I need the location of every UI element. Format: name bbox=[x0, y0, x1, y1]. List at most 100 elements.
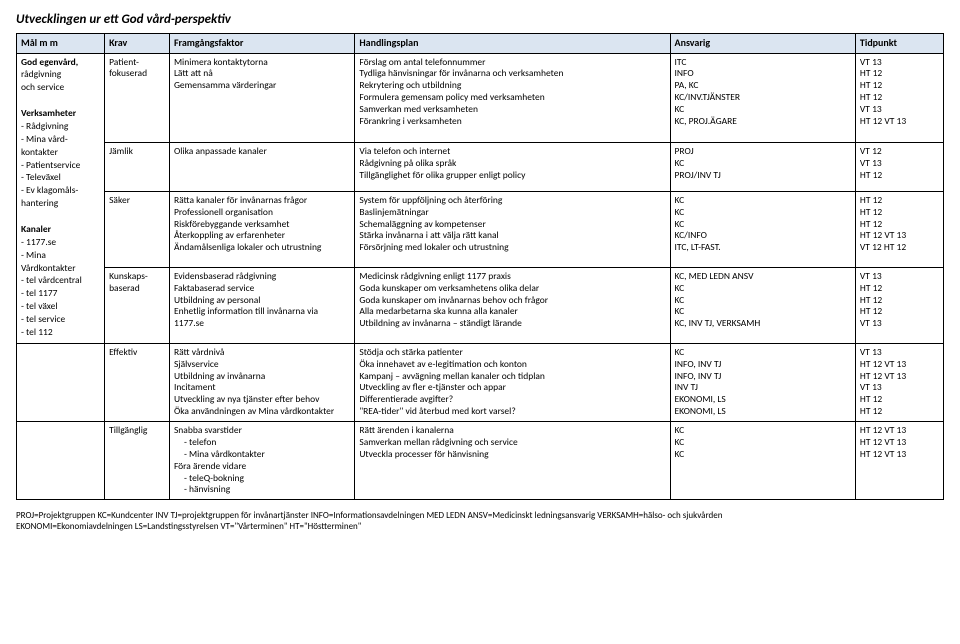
table-row: Kunskaps-baseradEvidensbaserad rådgivnin… bbox=[17, 267, 944, 343]
mal-line: - tel 1177 bbox=[21, 288, 100, 300]
plan-cell: VT 13HT 12 VT 13HT 12 VT 13VT 13HT 12HT … bbox=[855, 343, 943, 421]
plan-line: KC bbox=[675, 283, 851, 295]
plan-line: Försörjning med lokaler och utrustning bbox=[359, 242, 665, 254]
plan-line: HT 12 VT 13 bbox=[860, 437, 939, 449]
fram-cell: Rätt vårdnivåSjälvserviceUtbildning av i… bbox=[169, 343, 354, 421]
table-row: TillgängligSnabba svarstider- telefon- M… bbox=[17, 422, 944, 500]
mal-line: - tel 112 bbox=[21, 327, 100, 339]
mal-line: kontakter bbox=[21, 147, 100, 159]
plan-line: HT 12 bbox=[860, 170, 939, 182]
plan-line: HT 12 bbox=[860, 406, 939, 418]
plan-line: KC, INV TJ, VERKSAMH bbox=[675, 318, 851, 330]
plan-line: Baslinjemätningar bbox=[359, 207, 665, 219]
plan-cell: VT 13HT 12HT 12HT 12VT 13HT 12 VT 13 bbox=[855, 53, 943, 143]
plan-line: HT 12 bbox=[860, 283, 939, 295]
krav-cell: Tillgänglig bbox=[105, 422, 170, 500]
plan-cell: VT 13HT 12HT 12HT 12VT 13 bbox=[855, 267, 943, 343]
plan-line: Förankring i verksamheten bbox=[359, 116, 665, 128]
mal-line: Kanaler bbox=[21, 224, 100, 236]
plan-cell: Medicinsk rådgivning enligt 1177 praxisG… bbox=[355, 267, 670, 343]
table-row: EffektivRätt vårdnivåSjälvserviceUtbildn… bbox=[17, 343, 944, 421]
plan-line: Goda kunskaper om verksamhetens olika de… bbox=[359, 283, 665, 295]
table-row: God egenvård,rådgivningoch service Verks… bbox=[17, 53, 944, 143]
table-row: SäkerRätta kanaler för invånarnas frågor… bbox=[17, 191, 944, 267]
mal-line: rådgivning bbox=[21, 69, 100, 81]
footnote: PROJ=Projektgruppen KC=Kundcenter INV TJ… bbox=[16, 510, 944, 532]
plan-cell: KCKCKCKC/INFOITC, LT-FAST. bbox=[670, 191, 855, 267]
plan-line: KC, MED LEDN ANSV bbox=[675, 271, 851, 283]
plan-cell: HT 12 VT 13HT 12 VT 13HT 12 VT 13 bbox=[855, 422, 943, 500]
plan-line: VT 13 bbox=[860, 271, 939, 283]
mal-line: - 1177.se bbox=[21, 237, 100, 249]
plan-line: KC bbox=[675, 207, 851, 219]
mal-line: - Televäxel bbox=[21, 172, 100, 184]
plan-line: KC/INV.TJÄNSTER bbox=[675, 92, 851, 104]
mal-cell: God egenvård,rådgivningoch service Verks… bbox=[17, 53, 105, 343]
mal-line: Vårdkontakter bbox=[21, 263, 100, 275]
plan-cell: HT 12HT 12HT 12HT 12 VT 13VT 12 HT 12 bbox=[855, 191, 943, 267]
plan-line: PROJ bbox=[675, 146, 851, 158]
table-row: JämlikOlika anpassade kanalerVia telefon… bbox=[17, 143, 944, 192]
mal-line: - Mina vård- bbox=[21, 134, 100, 146]
plan-cell: KCINFO, INV TJINFO, INV TJINV TJEKONOMI,… bbox=[670, 343, 855, 421]
plan-line: HT 12 VT 13 bbox=[860, 359, 939, 371]
plan-line: Utveckla processer för hänvisning bbox=[359, 449, 665, 461]
plan-line: "REA-tider" vid återbud med kort varsel? bbox=[359, 406, 665, 418]
plan-line: EKONOMI, LS bbox=[675, 406, 851, 418]
plan-cell: VT 12VT 13HT 12 bbox=[855, 143, 943, 192]
krav-cell: Jämlik bbox=[105, 143, 170, 192]
plan-line: HT 12 bbox=[860, 195, 939, 207]
th-mal: Mål m m bbox=[17, 34, 105, 54]
plan-line: INFO bbox=[675, 68, 851, 80]
mal-line: - Rådgivning bbox=[21, 121, 100, 133]
plan-cell: ITCINFOPA, KCKC/INV.TJÄNSTERKCKC, PROJ.Ä… bbox=[670, 53, 855, 143]
plan-line: KC bbox=[675, 347, 851, 359]
main-table: Mål m m Krav Framgångsfaktor Handlingspl… bbox=[16, 33, 944, 500]
fram-cell: Snabba svarstider- telefon- Mina vårdkon… bbox=[169, 422, 354, 500]
plan-line: ITC, LT-FAST. bbox=[675, 242, 851, 254]
plan-line: Tillgänglighet för olika grupper enligt … bbox=[359, 170, 665, 182]
krav-cell: Kunskaps-baserad bbox=[105, 267, 170, 343]
plan-line: ITC bbox=[675, 57, 851, 69]
plan-line: VT 13 bbox=[860, 318, 939, 330]
plan-line: Samverkan mellan rådgivning och service bbox=[359, 437, 665, 449]
fram-cell: Rätta kanaler för invånarnas frågorProfe… bbox=[169, 191, 354, 267]
plan-line: Utbildning av invånarna – ständigt läran… bbox=[359, 318, 665, 330]
mal-line: - tel service bbox=[21, 314, 100, 326]
krav-cell: Effektiv bbox=[105, 343, 170, 421]
plan-line: Stödja och stärka patienter bbox=[359, 347, 665, 359]
mal-line: - Mina bbox=[21, 250, 100, 262]
mal-line bbox=[21, 211, 100, 223]
fram-cell: Olika anpassade kanaler bbox=[169, 143, 354, 192]
mal-line: - Patientservice bbox=[21, 160, 100, 172]
th-fram: Framgångsfaktor bbox=[169, 34, 354, 54]
mal-line: - tel växel bbox=[21, 301, 100, 313]
mal-empty bbox=[17, 422, 105, 500]
plan-cell: PROJKCPROJ/INV TJ bbox=[670, 143, 855, 192]
plan-line: KC bbox=[675, 425, 851, 437]
plan-line: KC bbox=[675, 195, 851, 207]
plan-line: INFO, INV TJ bbox=[675, 359, 851, 371]
mal-line: Verksamheter bbox=[21, 108, 100, 120]
th-hand: Handlingsplan bbox=[355, 34, 670, 54]
plan-cell: System för uppföljning och återföringBas… bbox=[355, 191, 670, 267]
plan-line: VT 13 bbox=[860, 347, 939, 359]
plan-line: VT 12 HT 12 bbox=[860, 242, 939, 254]
plan-line: Medicinsk rådgivning enligt 1177 praxis bbox=[359, 271, 665, 283]
th-ansv: Ansvarig bbox=[670, 34, 855, 54]
plan-cell: Stödja och stärka patienterÖka innehavet… bbox=[355, 343, 670, 421]
plan-line: KC, PROJ.ÄGARE bbox=[675, 116, 851, 128]
plan-cell: KCKCKC bbox=[670, 422, 855, 500]
plan-line: HT 12 VT 13 bbox=[860, 116, 939, 128]
mal-line: hantering bbox=[21, 198, 100, 210]
th-tid: Tidpunkt bbox=[855, 34, 943, 54]
plan-line: PROJ/INV TJ bbox=[675, 170, 851, 182]
plan-line: System för uppföljning och återföring bbox=[359, 195, 665, 207]
plan-line: KC bbox=[675, 437, 851, 449]
plan-line: KC bbox=[675, 295, 851, 307]
mal-line: - Ev klagomåls- bbox=[21, 185, 100, 197]
plan-cell: KC, MED LEDN ANSVKCKCKCKC, INV TJ, VERKS… bbox=[670, 267, 855, 343]
plan-cell: Via telefon och internetRådgivning på ol… bbox=[355, 143, 670, 192]
plan-line: HT 12 bbox=[860, 207, 939, 219]
mal-line: och service bbox=[21, 82, 100, 94]
